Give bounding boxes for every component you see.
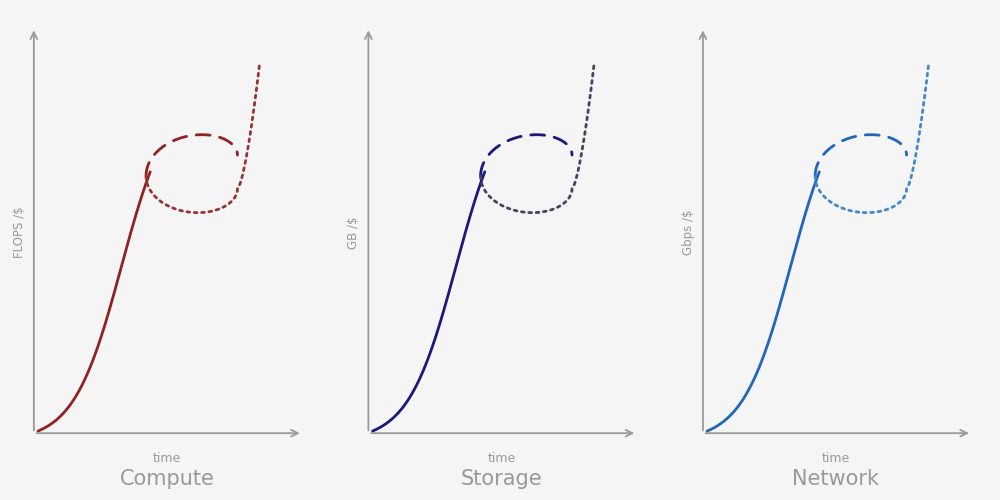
Text: time: time xyxy=(487,452,516,465)
Text: time: time xyxy=(153,452,181,465)
Text: Storage: Storage xyxy=(461,468,542,488)
Text: Compute: Compute xyxy=(119,468,214,488)
Text: time: time xyxy=(822,452,850,465)
Text: Gbps /$: Gbps /$ xyxy=(682,210,695,255)
Text: Network: Network xyxy=(792,468,879,488)
Text: FLOPS /$: FLOPS /$ xyxy=(13,206,26,258)
Text: GB /$: GB /$ xyxy=(347,216,360,248)
